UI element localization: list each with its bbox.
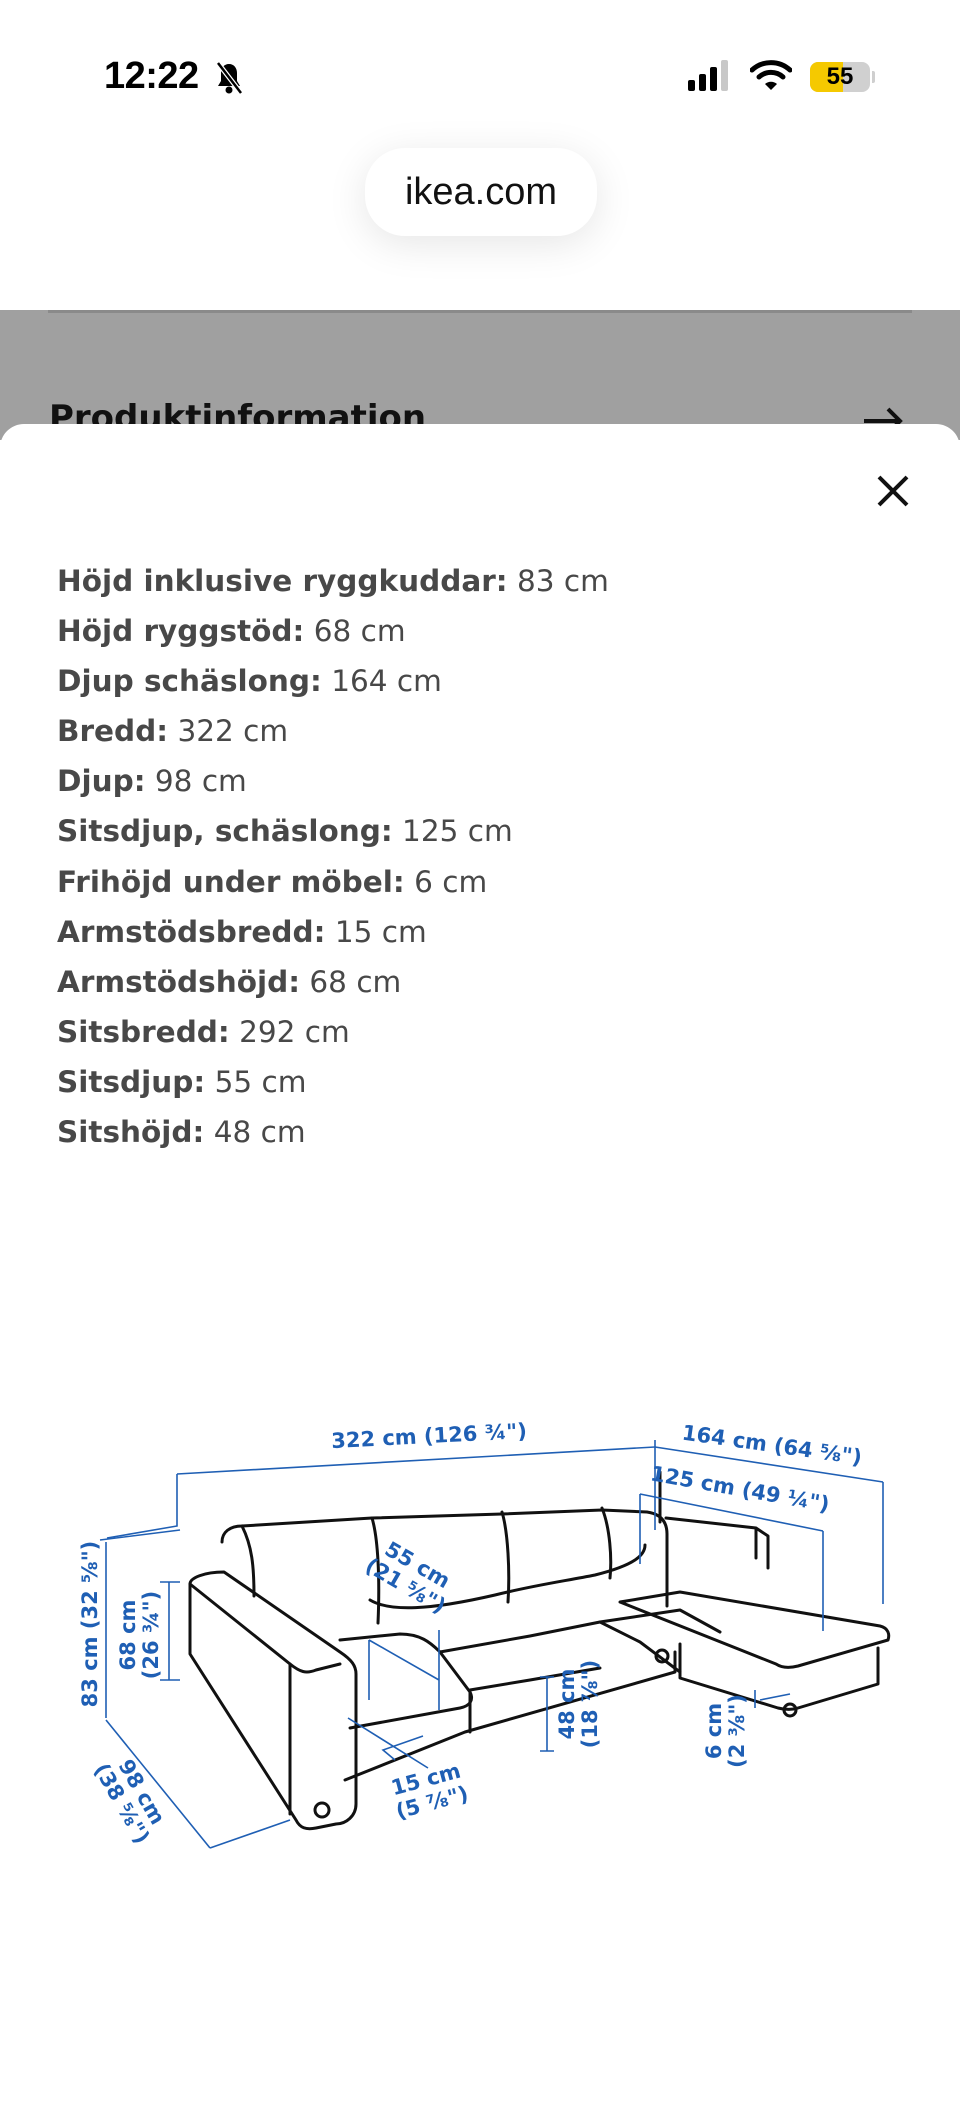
url-bar[interactable]: ikea.com bbox=[365, 148, 597, 236]
label-back-height-cm: 68 cm bbox=[116, 1600, 140, 1671]
spec-value: 48 cm bbox=[213, 1115, 306, 1150]
battery-level: 55 bbox=[826, 63, 854, 90]
label-chaise-depth: 164 cm (64 ⅝") bbox=[681, 1421, 864, 1470]
sofa-dimension-diagram: 322 cm (126 ¾") 164 cm (64 ⅝") 125 cm (4… bbox=[78, 1419, 891, 1849]
spec-row: Sitsbredd: 292 cm bbox=[57, 1007, 609, 1057]
close-icon bbox=[877, 475, 909, 507]
spec-label: Djup: bbox=[57, 764, 146, 799]
spec-value: 15 cm bbox=[334, 914, 427, 949]
spec-value: 98 cm bbox=[154, 764, 247, 799]
url-text: ikea.com bbox=[404, 170, 558, 213]
spec-label: Frihöjd under möbel: bbox=[57, 864, 405, 899]
spec-value: 292 cm bbox=[239, 1014, 350, 1049]
sofa-drawing bbox=[188, 1470, 891, 1831]
label-seat-height-in: (18 ⅞") bbox=[578, 1660, 602, 1748]
spec-label: Sitsdjup: bbox=[57, 1064, 206, 1099]
spec-label: Bredd: bbox=[57, 714, 169, 749]
spec-row: Frihöjd under möbel: 6 cm bbox=[57, 857, 609, 907]
spec-row: Djup: 98 cm bbox=[57, 756, 609, 806]
spec-row: Djup schäslong: 164 cm bbox=[57, 656, 609, 706]
background-page-dimmed: Produktinformation bbox=[0, 310, 960, 440]
dimension-specs: Höjd inklusive ryggkuddar: 83 cm Höjd ryg… bbox=[57, 556, 609, 1157]
label-height: 83 cm (32 ⅝") bbox=[78, 1541, 102, 1708]
bell-slash-icon bbox=[216, 61, 243, 95]
spec-value: 6 cm bbox=[414, 864, 488, 899]
spec-label: Höjd inklusive ryggkuddar: bbox=[57, 564, 508, 598]
spec-label: Djup schäslong: bbox=[57, 664, 322, 699]
divider bbox=[48, 310, 912, 313]
status-time: 12:22 bbox=[104, 55, 199, 97]
spec-row: Höjd inklusive ryggkuddar: 83 cm bbox=[57, 556, 609, 606]
label-width: 322 cm (126 ¾") bbox=[331, 1419, 528, 1453]
spec-value: 55 cm bbox=[214, 1064, 307, 1099]
spec-value: 83 cm bbox=[517, 564, 609, 598]
spec-value: 68 cm bbox=[313, 614, 406, 649]
battery-indicator: 55 bbox=[810, 62, 870, 92]
spec-row: Armstödsbredd: 15 cm bbox=[57, 907, 609, 957]
label-clearance-in: (2 ⅜") bbox=[725, 1694, 749, 1768]
dimension-labels: 322 cm (126 ¾") 164 cm (64 ⅝") 125 cm (4… bbox=[78, 1419, 863, 1848]
spec-row: Bredd: 322 cm bbox=[57, 706, 609, 756]
dimension-lines bbox=[99, 1440, 884, 1849]
spec-value: 125 cm bbox=[402, 814, 513, 849]
spec-label: Armstödshöjd: bbox=[57, 964, 301, 999]
spec-label: Sitshöjd: bbox=[57, 1115, 205, 1150]
spec-row: Sitsdjup, schäslong: 125 cm bbox=[57, 806, 609, 856]
label-seat-height-cm: 48 cm bbox=[555, 1669, 579, 1740]
cellular-signal-icon bbox=[688, 60, 728, 91]
spec-label: Sitsbredd: bbox=[57, 1014, 230, 1049]
spec-value: 164 cm bbox=[331, 664, 442, 699]
close-button[interactable] bbox=[868, 466, 918, 516]
spec-row: Höjd ryggstöd: 68 cm bbox=[57, 606, 609, 656]
dimensions-sheet bbox=[0, 424, 960, 2124]
label-back-height-in: (26 ¾") bbox=[139, 1591, 163, 1679]
spec-label: Höjd ryggstöd: bbox=[57, 614, 305, 649]
spec-row: Sitshöjd: 48 cm bbox=[57, 1107, 609, 1157]
status-bar: 12:22 55 bbox=[0, 0, 960, 130]
wifi-icon bbox=[750, 60, 792, 90]
label-clearance-cm: 6 cm bbox=[702, 1703, 726, 1759]
spec-row: Sitsdjup: 55 cm bbox=[57, 1057, 609, 1107]
spec-label: Sitsdjup, schäslong: bbox=[57, 814, 393, 849]
spec-row: Armstödshöjd: 68 cm bbox=[57, 957, 609, 1007]
spec-value: 68 cm bbox=[309, 964, 402, 999]
spec-value: 322 cm bbox=[177, 714, 289, 749]
spec-label: Armstödsbredd: bbox=[57, 914, 326, 949]
